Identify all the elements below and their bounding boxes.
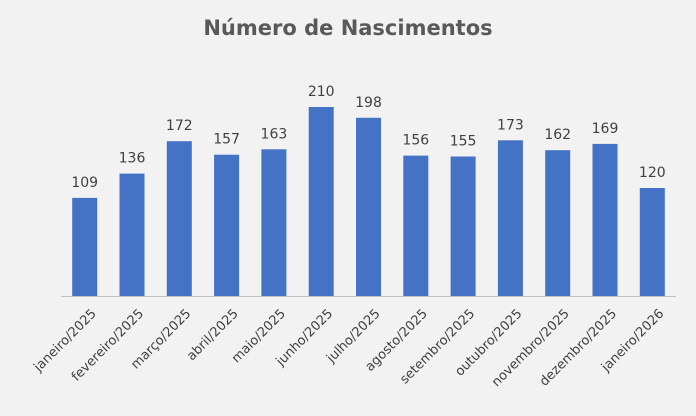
data-label-6: 210	[308, 84, 335, 100]
bar-13	[639, 188, 665, 296]
bar-1	[72, 197, 98, 296]
bar-6	[308, 107, 334, 296]
data-label-1: 109	[71, 175, 98, 191]
bar-5	[261, 149, 287, 296]
bar-8	[403, 155, 429, 296]
data-label-3: 172	[166, 118, 193, 134]
bar-11	[545, 150, 571, 296]
data-label-4: 157	[213, 132, 240, 148]
bar-9	[450, 156, 476, 296]
data-label-10: 173	[497, 117, 524, 133]
data-label-2: 136	[119, 151, 146, 167]
data-label-5: 163	[261, 126, 288, 142]
chart-title: Número de Nascimentos	[203, 16, 493, 40]
bar-2	[119, 173, 145, 296]
data-label-8: 156	[402, 133, 429, 149]
bar-3	[166, 141, 192, 296]
data-label-12: 169	[592, 121, 619, 137]
data-label-13: 120	[639, 165, 666, 181]
data-label-11: 162	[544, 127, 571, 143]
data-label-9: 155	[450, 134, 477, 150]
bar-4	[214, 154, 240, 296]
bar-7	[356, 117, 381, 296]
bar-10	[497, 140, 523, 296]
data-label-7: 198	[355, 95, 382, 111]
bar-12	[592, 143, 618, 296]
